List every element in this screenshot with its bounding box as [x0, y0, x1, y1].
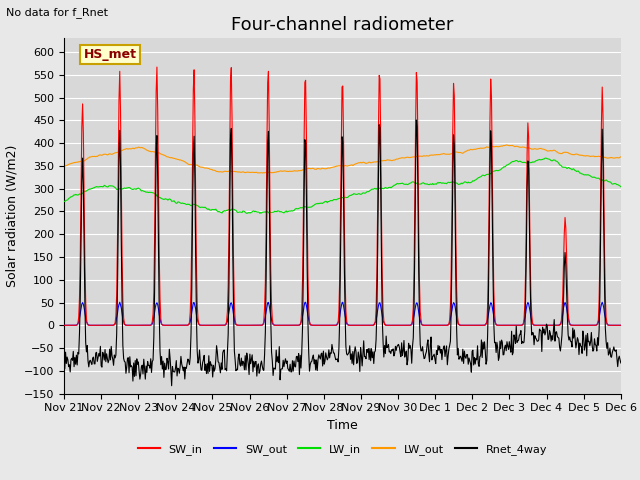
Text: HS_met: HS_met [83, 48, 136, 61]
Text: No data for f_Rnet: No data for f_Rnet [6, 7, 108, 18]
Legend: SW_in, SW_out, LW_in, LW_out, Rnet_4way: SW_in, SW_out, LW_in, LW_out, Rnet_4way [133, 439, 552, 459]
Y-axis label: Solar radiation (W/m2): Solar radiation (W/m2) [5, 145, 19, 287]
X-axis label: Time: Time [327, 419, 358, 432]
Title: Four-channel radiometer: Four-channel radiometer [231, 16, 454, 34]
